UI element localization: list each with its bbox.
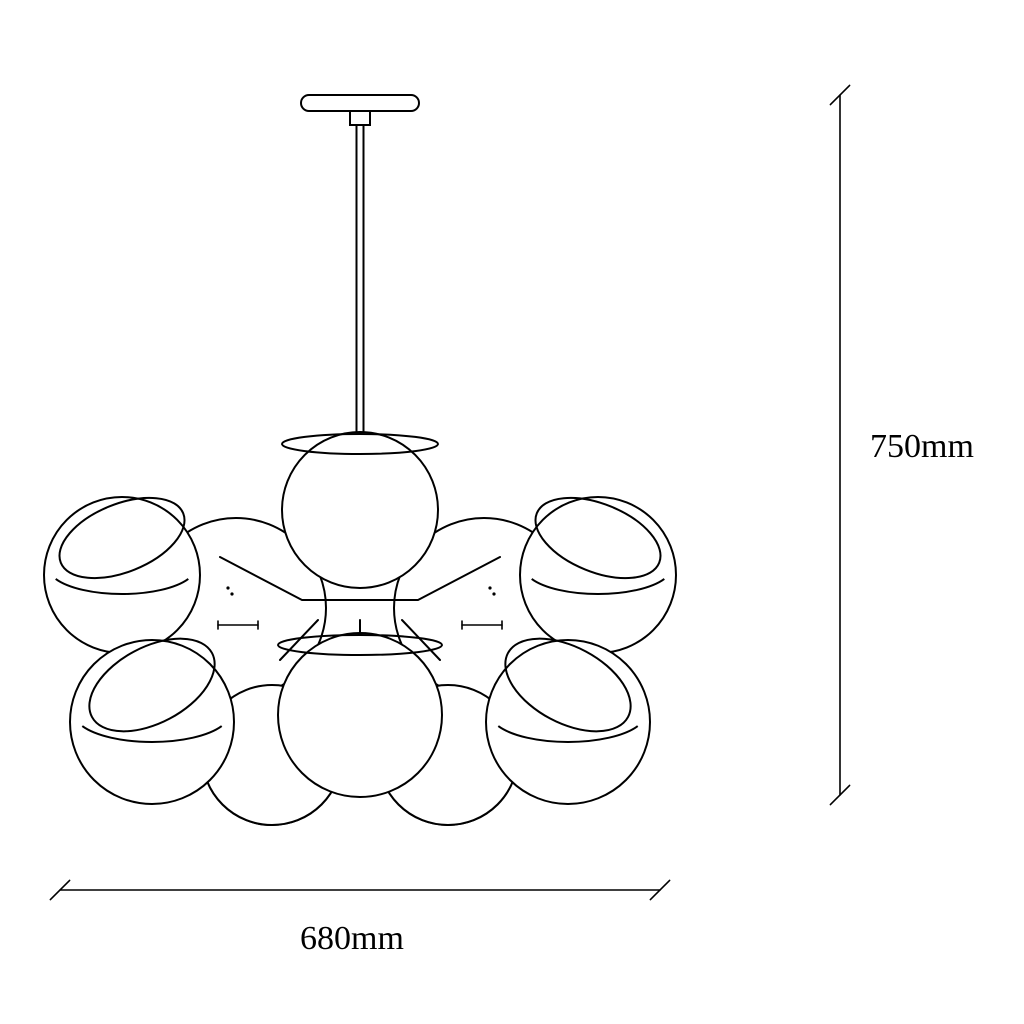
diagram-stage: 750mm 680mm <box>0 0 1024 1024</box>
dimension-width-label: 680mm <box>300 920 404 958</box>
dimension-height-label: 750mm <box>870 428 974 466</box>
technical-drawing-svg <box>0 0 1024 1024</box>
